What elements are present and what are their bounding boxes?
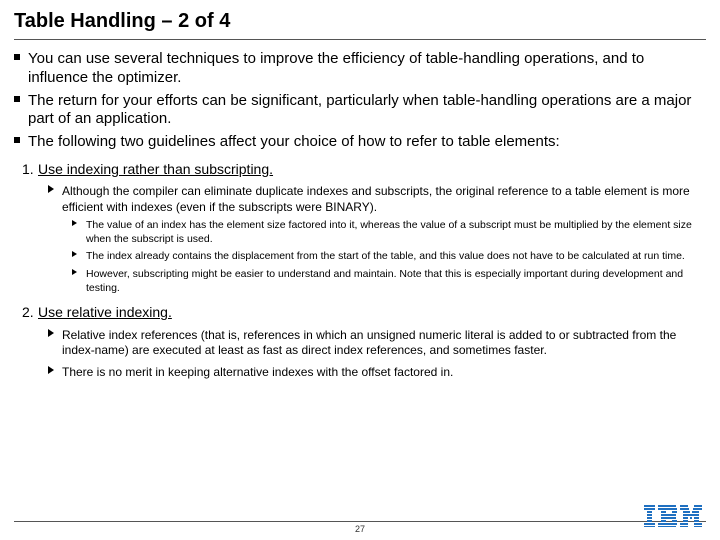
sub2-text: The value of an index has the element si… xyxy=(86,219,692,245)
bullet-text: You can use several techniques to improv… xyxy=(28,50,644,86)
footer: 27 xyxy=(14,521,706,534)
sub-bullet-l1: Although the compiler can eliminate dupl… xyxy=(0,180,720,217)
ibm-logo xyxy=(644,505,702,532)
sub2-text: However, subscripting might be easier to… xyxy=(86,268,683,294)
slide-title: Table Handling – 2 of 4 xyxy=(0,0,720,39)
sub1-text: There is no merit in keeping alternative… xyxy=(62,365,453,379)
title-rule xyxy=(14,39,706,40)
num-title: Use relative indexing. xyxy=(38,304,172,320)
bullet-text: The return for your efforts can be signi… xyxy=(28,92,691,128)
sub-bullet-l2: The index already contains the displacem… xyxy=(0,248,720,266)
sub1-text: Relative index references (that is, refe… xyxy=(62,328,676,358)
main-bullet: You can use several techniques to improv… xyxy=(0,48,720,90)
sub-bullet-l1: Relative index references (that is, refe… xyxy=(0,324,720,361)
square-bullet-icon xyxy=(14,54,20,60)
main-bullet: The following two guidelines affect your… xyxy=(0,131,720,154)
num-title: Use indexing rather than subscripting. xyxy=(38,161,273,177)
bullet-text: The following two guidelines affect your… xyxy=(28,133,560,150)
sub-bullet-l2: However, subscripting might be easier to… xyxy=(0,266,720,297)
square-bullet-icon xyxy=(14,96,20,102)
arrow-right-icon xyxy=(72,269,77,275)
arrow-right-icon xyxy=(48,185,54,193)
sub-bullet-l1: There is no merit in keeping alternative… xyxy=(0,361,720,383)
arrow-right-icon xyxy=(72,251,77,257)
numbered-item-2: 2. Use relative indexing. xyxy=(0,297,720,323)
page-number: 27 xyxy=(14,524,706,534)
sub-bullet-l2: The value of an index has the element si… xyxy=(0,217,720,248)
footer-rule xyxy=(14,521,706,522)
arrow-right-icon xyxy=(72,220,77,226)
num-label: 2. xyxy=(22,303,34,321)
square-bullet-icon xyxy=(14,137,20,143)
arrow-right-icon xyxy=(48,366,54,374)
ibm-logo-icon xyxy=(644,505,702,527)
numbered-item-1: 1. Use indexing rather than subscripting… xyxy=(0,154,720,180)
arrow-right-icon xyxy=(48,329,54,337)
main-bullet: The return for your efforts can be signi… xyxy=(0,90,720,132)
num-label: 1. xyxy=(22,160,34,178)
sub2-text: The index already contains the displacem… xyxy=(86,250,685,262)
sub1-text: Although the compiler can eliminate dupl… xyxy=(62,184,690,214)
